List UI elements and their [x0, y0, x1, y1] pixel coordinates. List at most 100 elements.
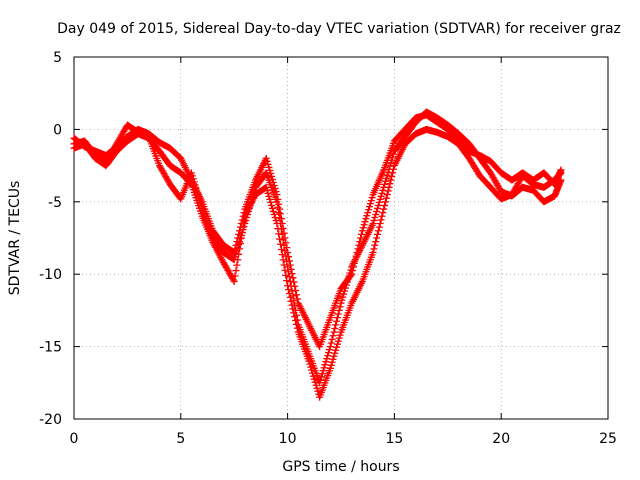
data-point: [290, 278, 298, 286]
data-point: [275, 200, 283, 208]
data-point: [325, 346, 333, 354]
y-tick-label: -5: [48, 195, 62, 211]
data-point: [331, 325, 339, 332]
data-point: [269, 178, 277, 186]
data-point: [328, 358, 336, 366]
data-point: [307, 363, 315, 371]
data-point: [284, 248, 292, 256]
data-point: [377, 192, 385, 200]
data-point: [348, 270, 356, 278]
data-points: [70, 108, 565, 401]
data-point: [334, 310, 342, 318]
data-point: [239, 212, 247, 220]
data-point: [372, 210, 380, 218]
data-point: [277, 215, 285, 223]
data-point: [325, 349, 333, 357]
data-point: [291, 313, 299, 321]
data-point: [279, 224, 287, 232]
data-point: [322, 358, 330, 366]
data-point: [324, 352, 332, 360]
data-point: [334, 337, 342, 345]
data-point: [368, 194, 376, 202]
data-point: [365, 206, 373, 214]
y-tick-label: -15: [39, 340, 62, 356]
data-point: [265, 163, 273, 171]
data-point: [292, 317, 300, 325]
x-tick-label: 0: [70, 431, 79, 447]
data-point: [339, 293, 347, 301]
data-point: [327, 361, 335, 369]
data-point: [333, 340, 341, 348]
x-tick-label: 15: [385, 431, 403, 447]
data-point: [326, 343, 334, 351]
data-point: [237, 220, 245, 228]
data-point: [329, 355, 337, 363]
data-point: [284, 282, 292, 290]
data-point: [323, 355, 331, 363]
data-point: [278, 220, 286, 228]
data-point: [271, 213, 279, 221]
data-point: [330, 352, 338, 360]
data-point: [369, 248, 377, 256]
data-point: [262, 154, 270, 162]
data-point: [313, 384, 321, 392]
data-point: [284, 286, 292, 294]
data-point: [309, 369, 317, 377]
data-point: [282, 239, 290, 247]
data-point: [233, 238, 241, 246]
data-point: [280, 229, 288, 237]
y-tick-label: -20: [39, 412, 62, 428]
data-point: [373, 207, 381, 215]
data-point: [370, 217, 378, 225]
data-point: [376, 220, 384, 228]
data-point: [268, 201, 276, 209]
data-point: [306, 360, 314, 368]
data-point: [287, 297, 295, 305]
data-point: [349, 263, 357, 271]
data-point: [264, 189, 272, 197]
data-point: [336, 331, 344, 339]
data-point: [263, 157, 271, 165]
data-point: [353, 248, 361, 256]
data-point: [311, 378, 319, 386]
data-point: [333, 317, 341, 325]
data-point: [371, 241, 379, 249]
data-point: [320, 364, 328, 372]
data-point: [264, 160, 272, 168]
data-point: [356, 238, 364, 246]
x-tick-label: 20: [492, 431, 510, 447]
data-point: [293, 320, 300, 328]
data-point: [370, 245, 378, 253]
data-point: [273, 191, 281, 199]
data-point: [293, 324, 301, 332]
data-point: [230, 248, 238, 256]
data-point: [359, 224, 367, 232]
data-point: [382, 174, 390, 182]
x-axis-label: GPS time / hours: [282, 459, 399, 475]
x-tick-label: 5: [176, 431, 185, 447]
data-point: [358, 227, 366, 235]
data-point: [290, 309, 298, 317]
data-point: [309, 372, 317, 380]
data-point: [328, 335, 336, 343]
data-point: [354, 245, 362, 253]
data-point: [389, 169, 397, 177]
data-point: [271, 185, 279, 193]
data-point: [382, 194, 390, 202]
data-point: [326, 364, 334, 372]
data-point: [278, 251, 286, 259]
data-point: [336, 303, 344, 311]
data-point: [289, 305, 297, 313]
data-point: [378, 212, 386, 220]
data-point: [383, 191, 391, 199]
data-point: [279, 256, 287, 264]
data-point: [268, 175, 276, 183]
data-point: [231, 245, 239, 253]
data-point: [372, 238, 380, 246]
data-point: [286, 293, 294, 301]
data-point: [266, 166, 274, 174]
axis-ticks: [73, 56, 609, 420]
data-point: [293, 291, 300, 299]
data-point: [285, 290, 293, 298]
